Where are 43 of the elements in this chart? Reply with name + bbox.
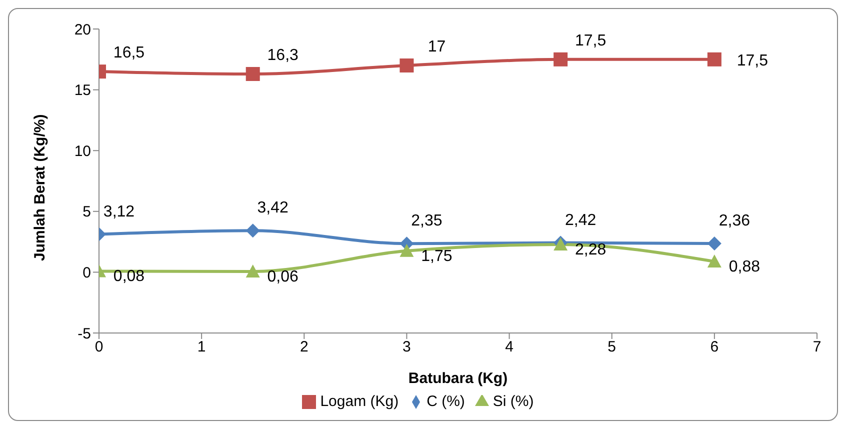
point — [707, 52, 722, 66]
x-tick-label: 7 — [812, 338, 822, 356]
y-tick-label: 20 — [74, 21, 91, 38]
point — [246, 66, 260, 81]
data-label: 2,36 — [718, 212, 750, 230]
y-tick-label: 0 — [82, 264, 91, 282]
y-tick-label: -5 — [78, 325, 91, 342]
x-tick-label: 4 — [505, 338, 514, 356]
point — [554, 52, 568, 66]
data-label: 16,3 — [267, 46, 299, 64]
point — [707, 236, 722, 250]
data-label: 17,5 — [736, 52, 768, 70]
legend-label: C (%) — [426, 393, 465, 410]
x-axis-title: Batubara (Kg) — [408, 370, 508, 387]
x-tick-label: 5 — [608, 338, 616, 356]
data-label: 3,12 — [103, 203, 135, 220]
data-label: 1,75 — [421, 248, 452, 265]
data-label: 0,08 — [113, 268, 145, 286]
x-tick-label: 0 — [94, 338, 104, 356]
data-label: 17 — [428, 38, 446, 56]
data-label: 3,42 — [257, 200, 289, 217]
data-label: 0,06 — [267, 268, 299, 286]
legend-label: Si (%) — [492, 393, 534, 410]
data-label: 16,5 — [113, 44, 145, 62]
data-label: 17,5 — [575, 32, 606, 50]
point — [707, 254, 722, 268]
point — [246, 264, 260, 278]
y-tick-label: 10 — [74, 142, 91, 160]
legend-label: Logam (Kg) — [320, 393, 399, 410]
data-label: 0,88 — [728, 258, 760, 276]
point — [246, 224, 260, 238]
x-tick-label: 1 — [197, 338, 206, 356]
data-label: 2,28 — [575, 241, 606, 258]
y-axis-title: Jumlah Berat (Kg/%) — [31, 114, 48, 261]
point — [400, 244, 414, 257]
data-label: 2,35 — [411, 212, 442, 230]
y-tick-label: 5 — [82, 204, 91, 221]
data-label: 2,42 — [565, 212, 596, 229]
y-tick-label: 15 — [74, 82, 91, 100]
x-tick-label: 3 — [402, 338, 411, 356]
x-tick-label: 6 — [710, 338, 719, 356]
x-tick-label: 2 — [300, 338, 308, 356]
point — [400, 58, 414, 72]
